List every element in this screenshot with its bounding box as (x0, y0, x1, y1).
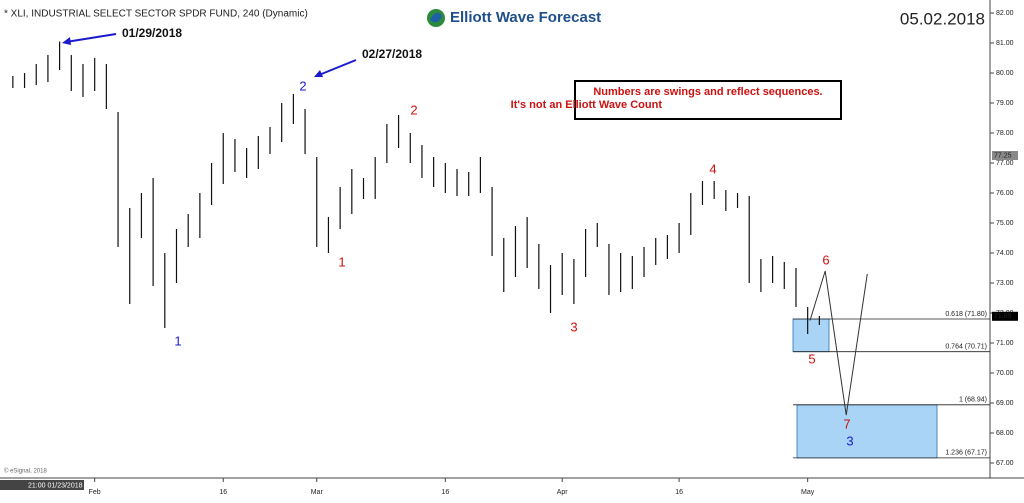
arrow-label: 01/29/2018 (122, 26, 182, 40)
y-tick-label: 73.00 (996, 280, 1014, 287)
x-tick-label: 16 (675, 489, 683, 496)
y-tick-label: 74.00 (996, 250, 1014, 257)
x-tick-label: 16 (441, 489, 449, 496)
y-tick-label: 78.00 (996, 130, 1014, 137)
price-marker (992, 151, 1018, 160)
y-tick-label: 71.00 (996, 340, 1014, 347)
note-box (574, 80, 842, 120)
fib-label: 1 (68.94) (959, 397, 987, 404)
logo-icon (430, 12, 442, 23)
swing-label: 3 (570, 319, 577, 334)
x-tick-label: Mar (311, 489, 324, 496)
arrow-line (318, 59, 357, 76)
y-tick-label: 75.00 (996, 220, 1014, 227)
price-marker-label: 77.25 (994, 152, 1012, 159)
swing-label: 3 (846, 433, 853, 448)
logo-text: Elliott Wave Forecast (450, 9, 601, 26)
y-tick-label: 68.00 (996, 430, 1014, 437)
y-tick-label: 80.00 (996, 70, 1014, 77)
arrow-label: 02/27/2018 (362, 47, 422, 61)
projection-line (809, 270, 868, 416)
first-bar-box (0, 480, 84, 490)
swing-label: 4 (709, 161, 716, 176)
swing-label: 1 (174, 333, 181, 348)
swing-label: 2 (410, 102, 417, 117)
y-tick-label: 82.00 (996, 10, 1014, 17)
y-tick-label: 67.00 (996, 460, 1014, 467)
swing-label: 6 (822, 252, 829, 267)
arrow-head (314, 70, 323, 77)
swing-label: 2 (299, 78, 306, 93)
copyright: © eSignal, 2018 (4, 468, 47, 475)
y-tick-label: 76.00 (996, 190, 1014, 197)
x-tick-label: Apr (557, 489, 569, 496)
y-tick-label: 69.00 (996, 400, 1014, 407)
note-text: It's not an Elliott Wave Count (511, 99, 663, 111)
x-tick-label: 16 (219, 489, 227, 496)
y-tick-label: 70.00 (996, 370, 1014, 377)
target-zone (792, 318, 830, 353)
y-tick-label: 79.00 (996, 100, 1014, 107)
logo: Elliott Wave Forecast (427, 9, 601, 27)
swing-label: 7 (843, 416, 850, 431)
note-text: Numbers are swings and reflect sequences… (593, 86, 822, 98)
arrow-head (62, 37, 71, 45)
swing-label: 5 (808, 351, 815, 366)
first-bar-label: 21:00 01/23/2018 (28, 482, 83, 489)
fib-label: 0.764 (70.71) (945, 344, 987, 351)
swing-label: 1 (338, 254, 345, 269)
price-marker (992, 311, 1018, 321)
chart-title: * XLI, INDUSTRIAL SELECT SECTOR SPDR FUN… (4, 9, 308, 20)
price-marker-label: 71.89 (994, 313, 1012, 320)
fib-label: 1.236 (67.17) (945, 450, 987, 457)
x-tick-label: Feb (89, 489, 101, 496)
y-tick-label: 77.00 (996, 160, 1014, 167)
fib-label: 0.618 (71.80) (945, 311, 987, 318)
x-tick-label: May (801, 489, 815, 496)
target-zone (796, 404, 938, 459)
arrow (62, 33, 357, 77)
arrow-line (65, 33, 117, 43)
date: 05.02.2018 (900, 9, 985, 28)
y-tick-label: 81.00 (996, 40, 1014, 47)
